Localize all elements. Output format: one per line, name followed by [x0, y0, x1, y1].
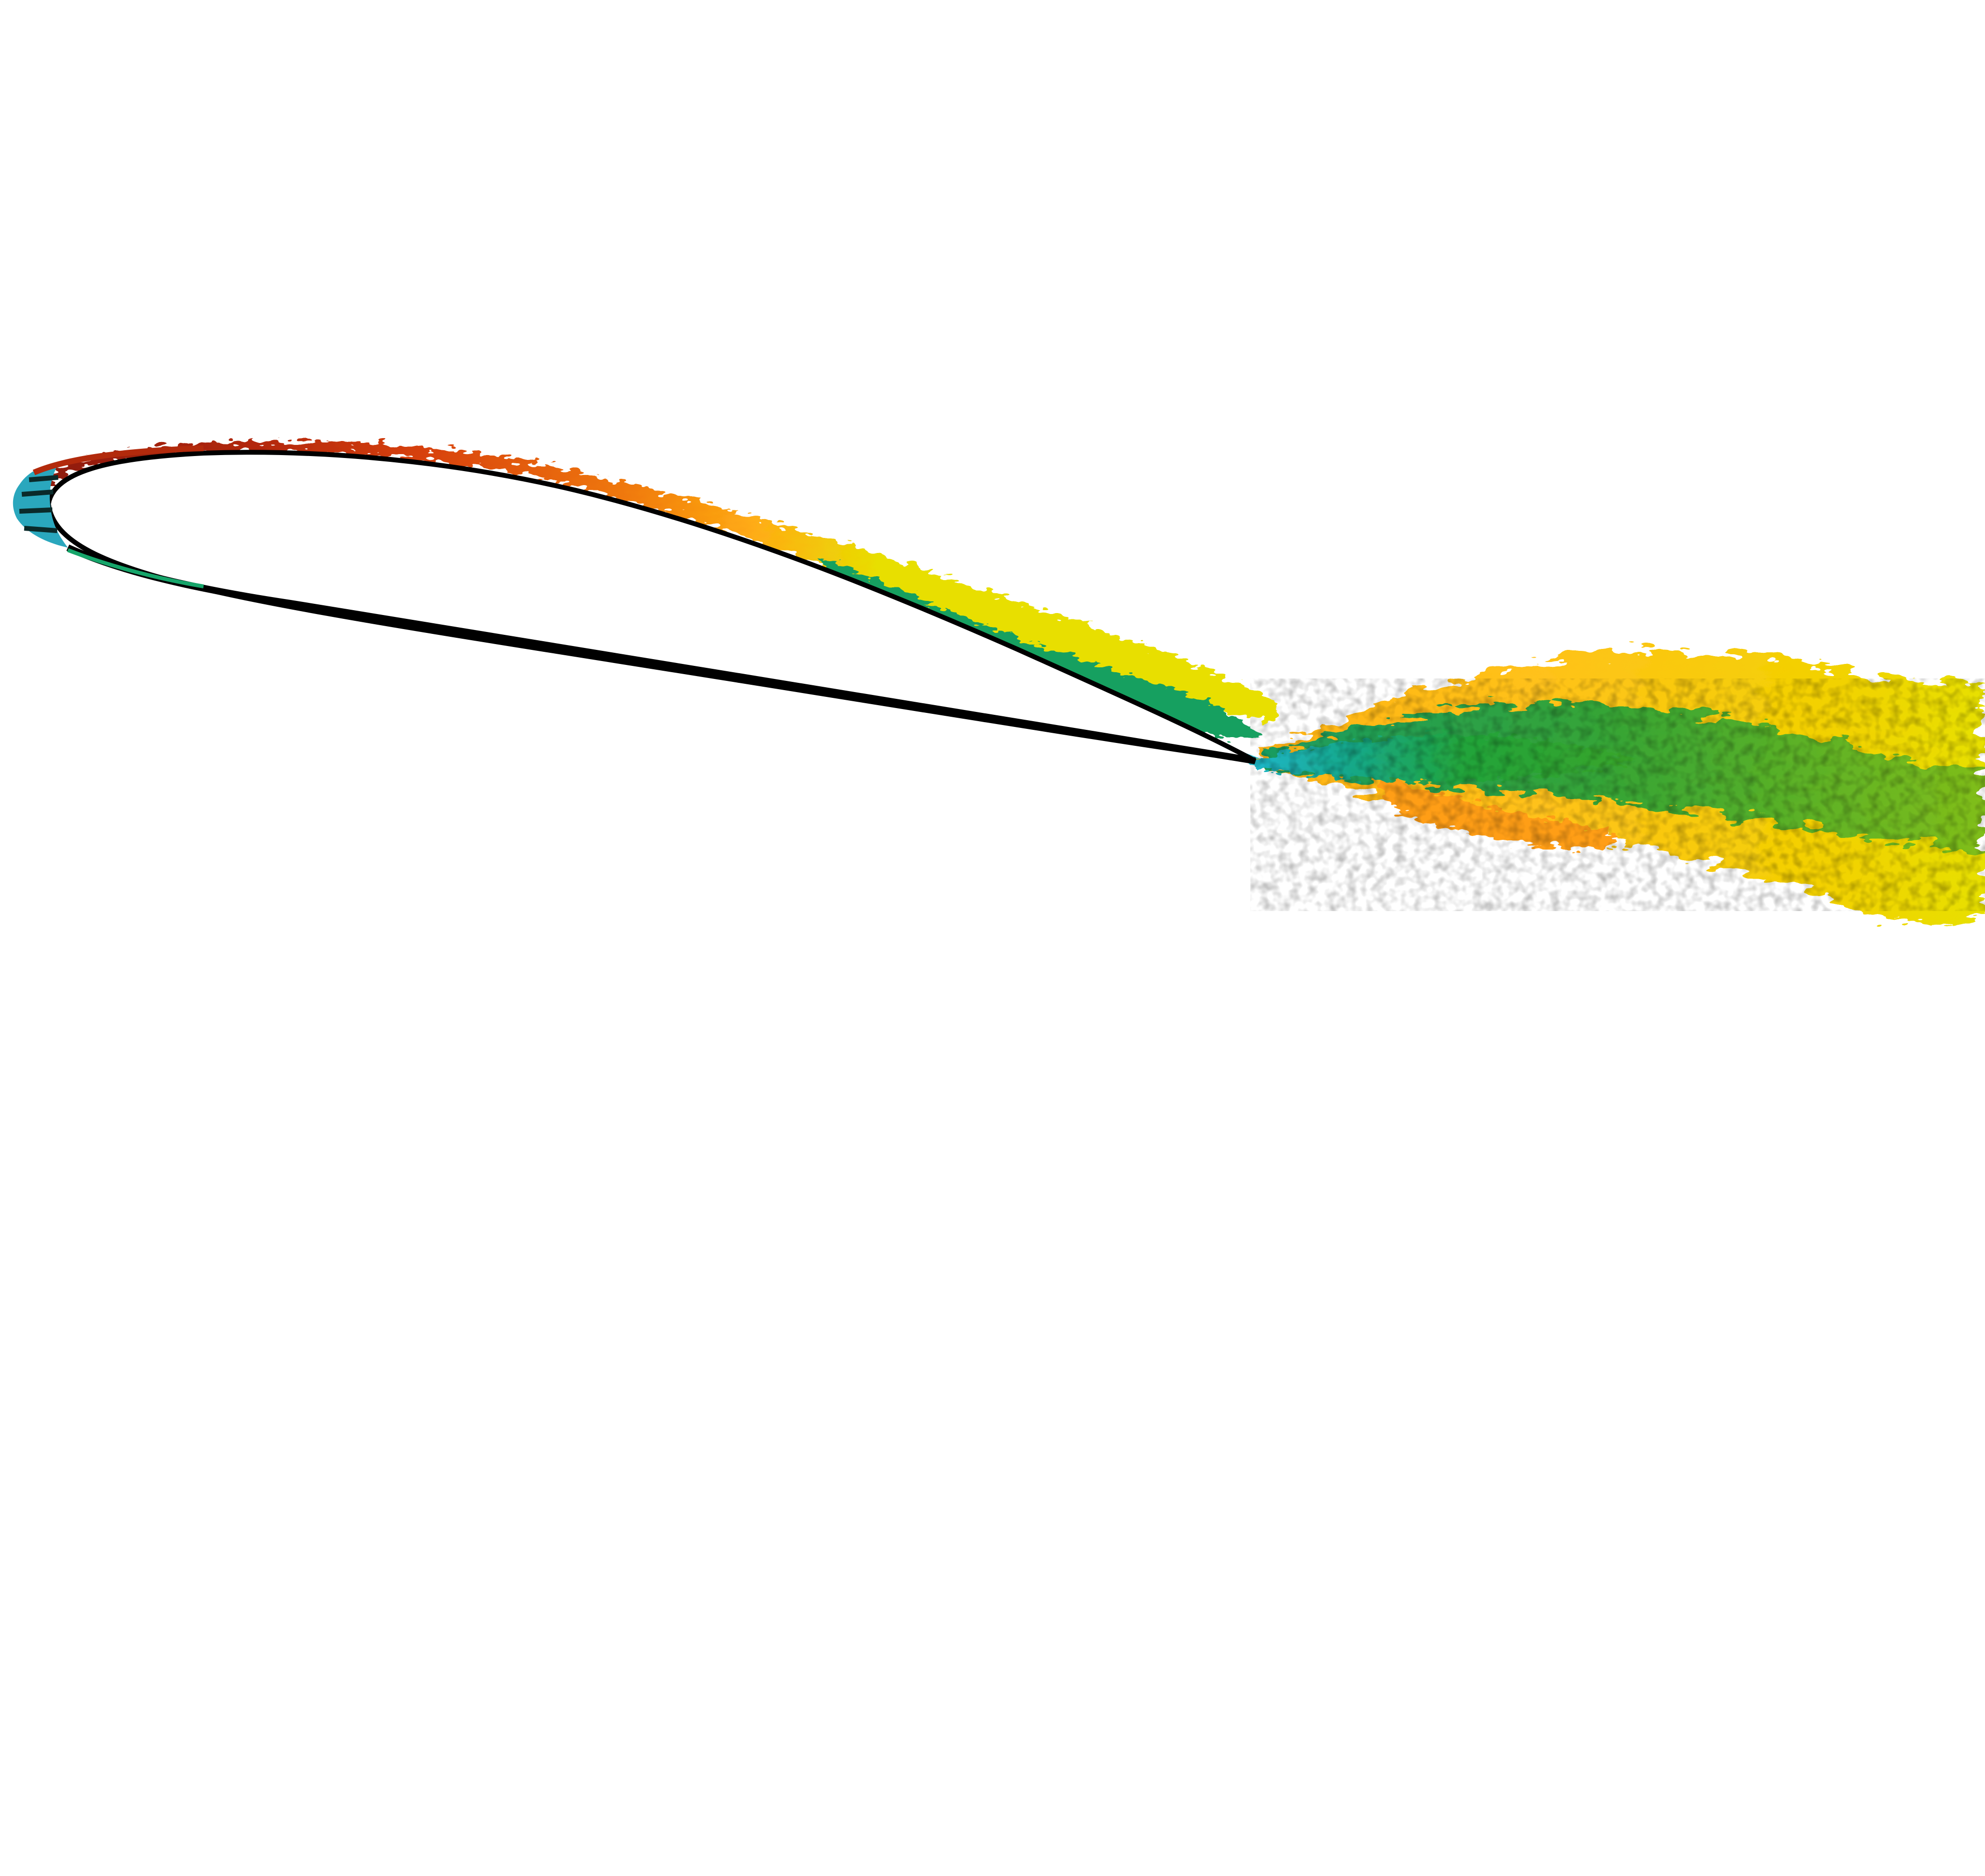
wake-region — [1250, 651, 1985, 924]
upper-surface-inner-green — [824, 557, 1260, 739]
airfoil — [13, 445, 1257, 764]
upper-surface-band — [29, 441, 1280, 722]
lower-surface-le-tint — [67, 548, 204, 588]
upper-surface-le-tint — [32, 445, 204, 475]
wake-texture — [1250, 678, 1985, 911]
leading-edge-stripes — [19, 475, 59, 533]
airfoil-body — [46, 450, 1257, 763]
